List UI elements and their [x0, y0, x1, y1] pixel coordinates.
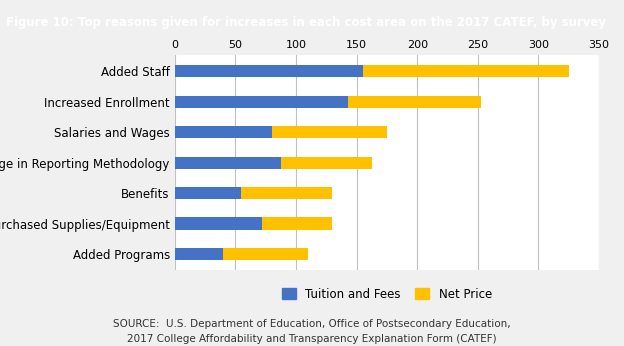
- Legend: Tuition and Fees, Net Price: Tuition and Fees, Net Price: [282, 288, 492, 301]
- Bar: [175, 187, 241, 199]
- Bar: [348, 95, 482, 108]
- Bar: [175, 95, 348, 108]
- Bar: [241, 187, 333, 199]
- Bar: [271, 126, 387, 138]
- Bar: [363, 65, 568, 77]
- Bar: [175, 126, 271, 138]
- Bar: [175, 156, 281, 169]
- Text: SOURCE:  U.S. Department of Education, Office of Postsecondary Education,: SOURCE: U.S. Department of Education, Of…: [113, 319, 511, 328]
- Bar: [262, 218, 333, 230]
- Bar: [223, 248, 308, 260]
- Bar: [281, 156, 373, 169]
- Bar: [175, 248, 223, 260]
- Bar: [175, 218, 262, 230]
- Text: Figure 10: Top reasons given for increases in each cost area on the 2017 CATEF, : Figure 10: Top reasons given for increas…: [6, 16, 607, 29]
- Bar: [175, 65, 363, 77]
- Text: 2017 College Affordability and Transparency Explanation Form (CATEF): 2017 College Affordability and Transpare…: [127, 334, 497, 344]
